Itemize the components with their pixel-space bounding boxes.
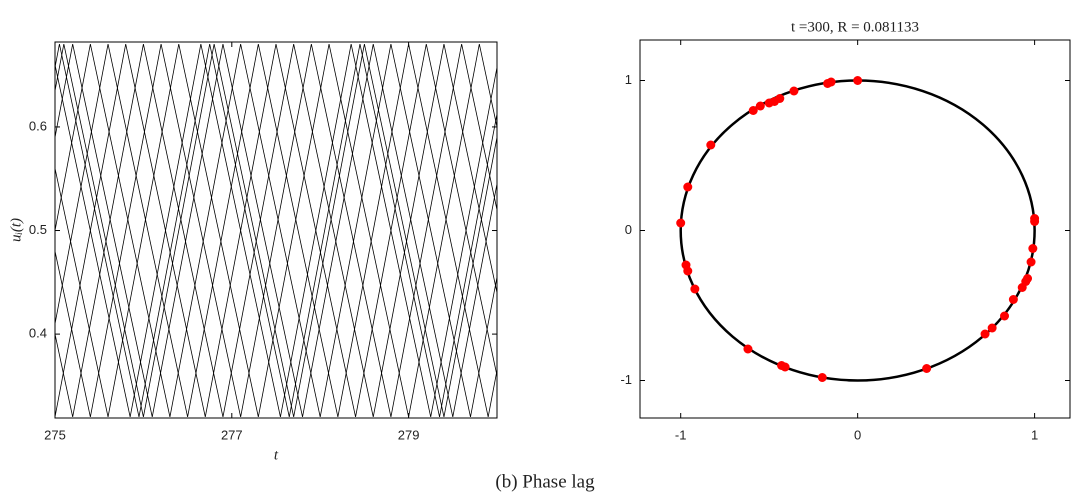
point	[764, 98, 774, 108]
x-tick-label: -1	[675, 427, 687, 442]
point	[789, 86, 799, 96]
point	[1030, 214, 1040, 223]
point	[683, 266, 693, 276]
point	[706, 140, 716, 150]
y-tick-label: 0.4	[29, 326, 47, 341]
x-tick-label: 279	[398, 427, 420, 442]
chart-title: t =300, R = 0.081133	[791, 19, 919, 35]
trace	[55, 43, 497, 418]
point	[1023, 274, 1033, 283]
y-tick-label: 0.6	[29, 118, 47, 133]
trace	[55, 43, 497, 418]
point	[980, 329, 990, 339]
y-axis-label: uᵢ(t)	[8, 218, 24, 242]
axes-box	[54, 41, 498, 419]
point	[817, 373, 827, 382]
point	[755, 101, 765, 111]
plot-area	[676, 76, 1040, 382]
x-tick-label: 275	[44, 427, 66, 442]
x-axis-label: t	[274, 447, 279, 463]
point	[683, 182, 693, 192]
x-tick-label: 1	[1031, 427, 1038, 442]
axes-box	[639, 39, 1071, 419]
plot-area	[55, 43, 497, 418]
caption: (b) Phase lag	[495, 471, 595, 492]
trace	[55, 43, 497, 418]
x-tick-label: 0	[854, 427, 861, 442]
point	[690, 284, 700, 294]
point	[1026, 257, 1036, 267]
point	[853, 76, 863, 85]
x-tick-label: 277	[221, 427, 243, 442]
point	[676, 218, 686, 228]
point	[922, 364, 932, 373]
point	[743, 344, 753, 354]
trace	[55, 43, 497, 418]
trace	[55, 43, 497, 418]
y-tick-label: 0	[625, 222, 632, 237]
point	[1008, 295, 1018, 304]
point	[823, 79, 833, 88]
trace	[55, 43, 497, 418]
point	[780, 362, 790, 372]
y-tick-label: 0.5	[29, 222, 47, 237]
point	[987, 323, 997, 333]
point	[748, 106, 758, 115]
point	[1000, 311, 1010, 321]
y-tick-label: -1	[620, 372, 632, 387]
trace	[55, 43, 497, 418]
point	[1028, 244, 1038, 253]
trace	[55, 43, 497, 418]
y-tick-label: 1	[625, 72, 632, 87]
trace	[55, 43, 497, 418]
trace	[55, 43, 497, 418]
